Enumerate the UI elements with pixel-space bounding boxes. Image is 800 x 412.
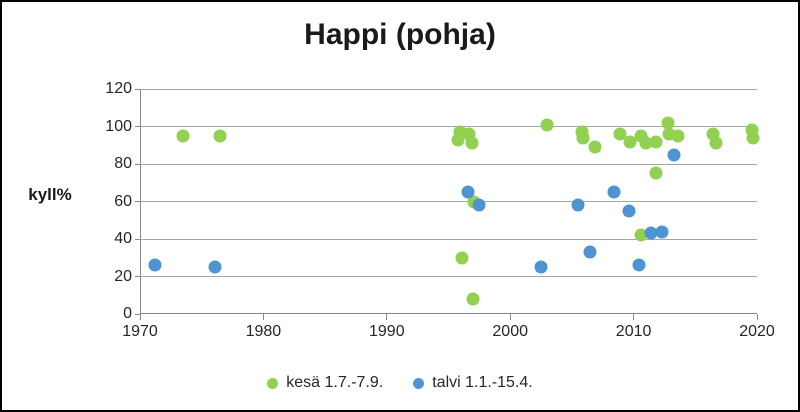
data-point-summer <box>623 135 637 148</box>
data-point-summer <box>213 129 227 143</box>
data-point-winter <box>667 148 681 162</box>
data-point-winter <box>148 258 162 272</box>
data-point-winter <box>534 260 548 274</box>
y-tick-label: 80 <box>114 155 132 172</box>
x-tick-label: 2010 <box>615 323 652 340</box>
data-point-winter <box>583 245 597 259</box>
y-tick-120 <box>135 88 140 90</box>
data-point-summer <box>613 127 627 141</box>
data-point-summer <box>639 136 653 150</box>
y-tick-label: 100 <box>105 117 132 135</box>
y-tick-label: 120 <box>105 80 132 97</box>
data-point-summer <box>466 292 480 306</box>
x-tick-2000 <box>509 314 511 320</box>
winter-series-marker-icon <box>413 377 425 389</box>
data-point-summer <box>649 166 663 180</box>
data-point-winter <box>644 226 658 240</box>
legend-item-summer: kesä 1.7.-7.9. <box>267 374 383 392</box>
data-point-summer <box>588 140 602 154</box>
data-point-winter <box>632 258 646 272</box>
y-tick-label: 60 <box>114 192 132 210</box>
y-tick-label: 0 <box>123 305 132 322</box>
y-tick-0 <box>135 313 140 315</box>
x-tick-2010 <box>633 314 635 320</box>
x-tick-1980 <box>262 314 264 320</box>
legend: kesä 1.7.-7.9. talvi 1.1.-15.4. <box>2 374 798 392</box>
x-tick-label: 2000 <box>492 323 528 340</box>
data-point-summer <box>671 129 685 143</box>
data-point-winter <box>607 185 621 199</box>
summer-series-marker-icon <box>267 377 279 389</box>
data-point-summer <box>176 129 190 143</box>
data-point-summer <box>451 133 465 147</box>
y-tick-80 <box>135 163 140 165</box>
x-tick-1990 <box>386 314 388 320</box>
x-tick-label: 1970 <box>122 323 158 340</box>
data-point-summer <box>455 251 469 265</box>
x-axis-line <box>140 313 757 314</box>
y-tick-100 <box>135 126 140 127</box>
data-point-winter <box>622 204 636 218</box>
x-tick-label: 1990 <box>369 323 405 340</box>
data-point-winter <box>571 198 585 212</box>
gridline-y-20 <box>140 276 757 277</box>
data-point-summer <box>540 118 554 132</box>
plot-area: 0 20 40 60 80 100 120 1970 1980 1990 2000 2010 2020 <box>105 80 775 340</box>
x-tick-1970 <box>139 314 141 320</box>
data-point-summer <box>709 136 723 150</box>
data-point-summer <box>634 228 648 242</box>
y-tick-label: 40 <box>114 230 132 247</box>
gridline-y-100 <box>140 126 757 127</box>
legend-label-winter: talvi 1.1.-15.4. <box>432 374 533 391</box>
legend-item-winter: talvi 1.1.-15.4. <box>413 374 533 392</box>
gridline-y-60 <box>140 201 757 202</box>
y-axis-title: kyll% <box>28 185 72 204</box>
data-point-summer <box>661 116 675 130</box>
gridline-y-40 <box>140 238 757 240</box>
data-point-summer <box>746 131 760 145</box>
gridline-y-120 <box>140 88 757 90</box>
data-point-winter <box>461 185 475 199</box>
x-tick-2020 <box>756 314 758 320</box>
data-point-summer <box>576 131 590 145</box>
data-point-winter <box>655 225 669 238</box>
x-tick-label: 1980 <box>245 323 282 340</box>
y-tick-40 <box>135 238 140 240</box>
data-point-summer <box>649 135 663 148</box>
data-point-winter <box>472 198 486 212</box>
x-tick-label: 2020 <box>739 323 775 340</box>
y-tick-60 <box>135 201 140 202</box>
chart-title: Happi (pohja) <box>304 18 496 51</box>
data-point-winter <box>208 260 222 274</box>
legend-label-summer: kesä 1.7.-7.9. <box>286 374 384 391</box>
y-tick-20 <box>135 276 140 277</box>
gridline-y-80 <box>140 163 757 165</box>
y-tick-label: 20 <box>114 267 132 285</box>
data-point-summer <box>465 136 479 150</box>
